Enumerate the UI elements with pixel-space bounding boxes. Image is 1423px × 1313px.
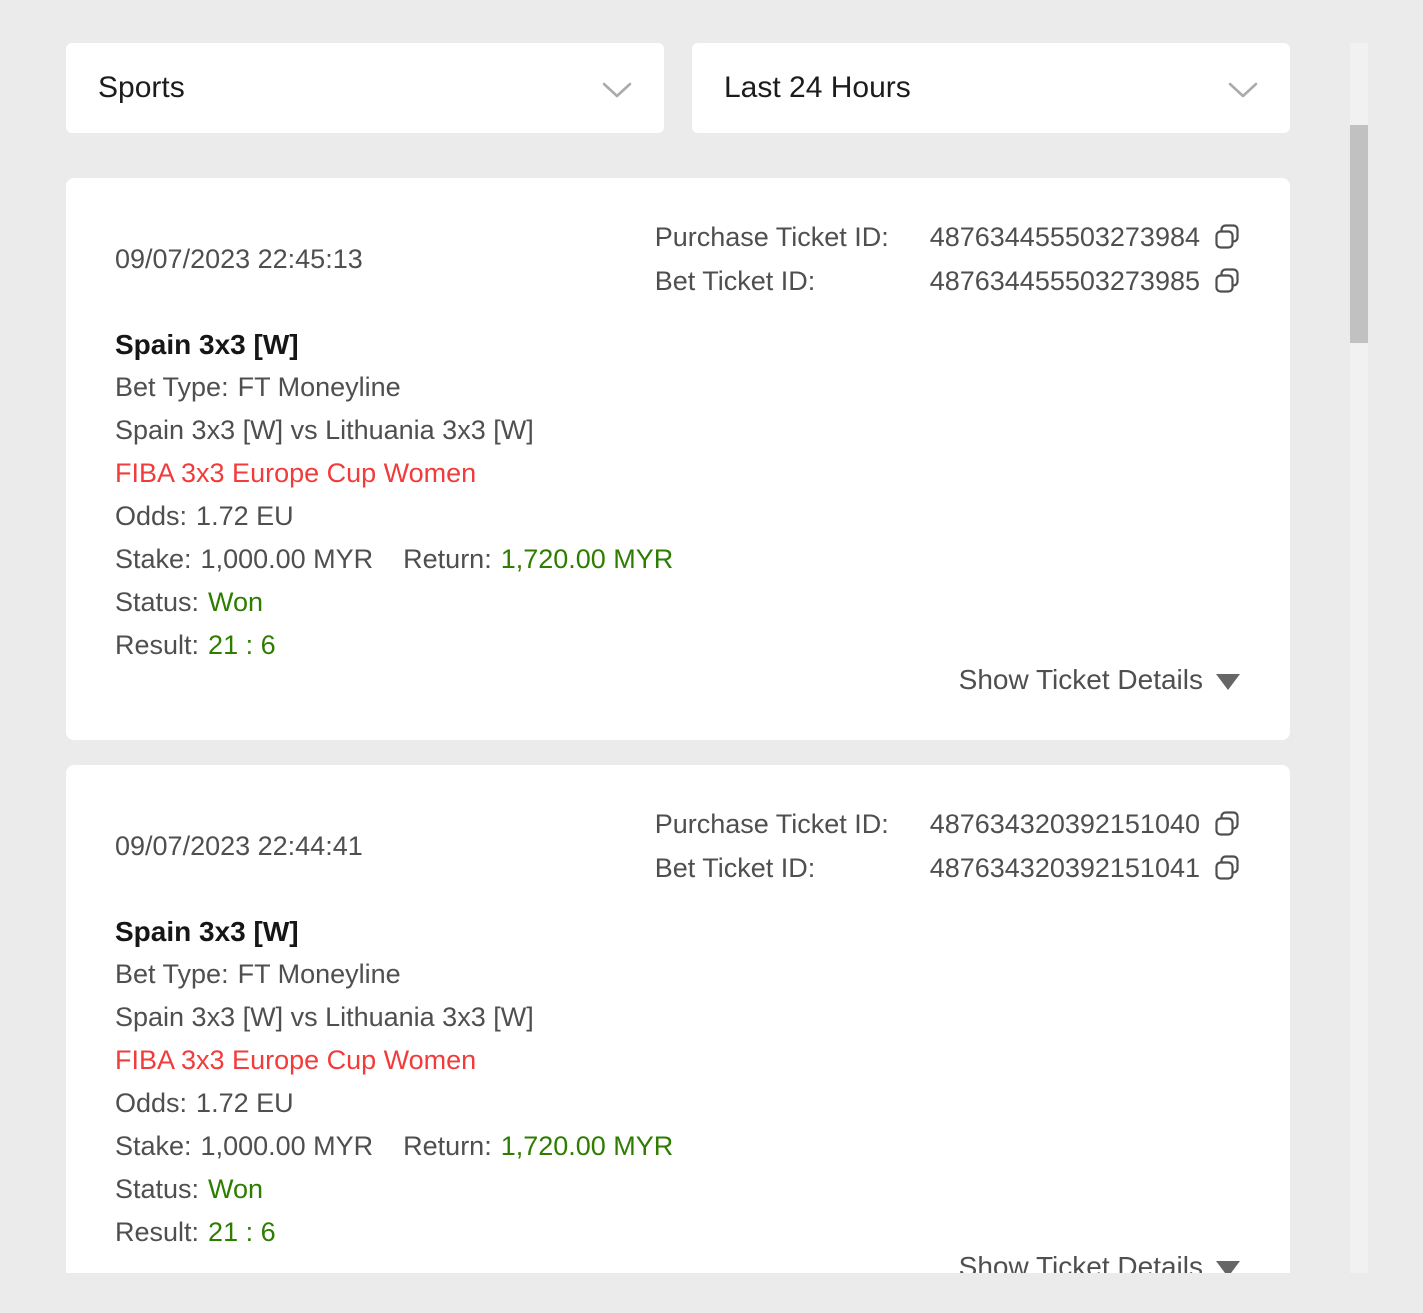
match-line: Spain 3x3 [W] vs Lithuania 3x3 [W] <box>115 1002 534 1032</box>
chevron-down-icon <box>602 82 632 98</box>
odds-label: Odds: <box>115 1088 188 1118</box>
copy-icon <box>1215 811 1239 836</box>
triangle-down-icon <box>1216 673 1240 690</box>
ticket-ids: Purchase Ticket ID: 487634320392151040 B… <box>655 809 1240 883</box>
result-line: Result: 21 : 6 <box>115 624 1240 667</box>
sport-filter-label: Sports <box>98 71 185 104</box>
bet-type-label: Bet Type: <box>115 959 229 989</box>
copy-bet-id-button[interactable] <box>1214 268 1240 294</box>
result-value: 21 : 6 <box>208 1217 276 1247</box>
return-value: 1,720.00 MYR <box>500 544 674 574</box>
ticket-header: 09/07/2023 22:44:41 Purchase Ticket ID: … <box>115 809 1240 883</box>
chevron-down-icon <box>1228 82 1258 98</box>
filter-row: Sports Last 24 Hours <box>66 43 1290 133</box>
stake-label: Stake: <box>115 544 192 574</box>
status-line: Status: Won <box>115 1168 1240 1211</box>
status-value: Won <box>208 587 264 617</box>
bet-ticket-id-label: Bet Ticket ID: <box>654 853 816 883</box>
show-ticket-details-button[interactable]: Show Ticket Details <box>959 664 1240 696</box>
status-line: Status: Won <box>115 581 1240 624</box>
bet-ticket-card: 09/07/2023 22:44:41 Purchase Ticket ID: … <box>66 765 1290 1273</box>
ticket-datetime: 09/07/2023 22:45:13 <box>115 243 363 274</box>
stake-return-line: Stake: 1,000.00 MYR Return: 1,720.00 MYR <box>115 538 1240 581</box>
purchase-ticket-id-label: Purchase Ticket ID: <box>654 222 889 252</box>
return-label: Return: <box>403 1131 492 1161</box>
status-value: Won <box>208 1174 264 1204</box>
ticket-header: 09/07/2023 22:45:13 Purchase Ticket ID: … <box>115 222 1240 296</box>
odds-value: 1.72 EU <box>196 1088 294 1118</box>
ticket-body: Spain 3x3 [W] Bet Type: FT Moneyline Spai… <box>115 910 1240 1254</box>
result-label: Result: <box>115 630 200 660</box>
bet-type-value: FT Moneyline <box>237 372 401 402</box>
ticket-title: Spain 3x3 [W] <box>115 916 299 947</box>
bet-type-line: Bet Type: FT Moneyline <box>115 366 1240 409</box>
scrollbar-track[interactable] <box>1350 43 1368 1273</box>
bet-type-value: FT Moneyline <box>237 959 401 989</box>
triangle-down-icon <box>1216 1260 1240 1273</box>
copy-icon <box>1215 224 1239 249</box>
league-line: FIBA 3x3 Europe Cup Women <box>115 458 477 488</box>
ticket-body: Spain 3x3 [W] Bet Type: FT Moneyline Spai… <box>115 323 1240 667</box>
bet-ticket-id-label: Bet Ticket ID: <box>654 266 816 296</box>
return-value: 1,720.00 MYR <box>500 1131 674 1161</box>
copy-icon <box>1215 855 1239 880</box>
odds-value: 1.72 EU <box>196 501 294 531</box>
result-label: Result: <box>115 1217 200 1247</box>
copy-purchase-id-button[interactable] <box>1214 224 1240 250</box>
league-line: FIBA 3x3 Europe Cup Women <box>115 1045 477 1075</box>
return-label: Return: <box>403 544 492 574</box>
time-filter-dropdown[interactable]: Last 24 Hours <box>692 43 1290 133</box>
purchase-ticket-id-value: 487634320392151040 <box>929 809 1200 839</box>
odds-line: Odds: 1.72 EU <box>115 495 1240 538</box>
status-label: Status: <box>115 587 200 617</box>
odds-line: Odds: 1.72 EU <box>115 1082 1240 1125</box>
copy-purchase-id-button[interactable] <box>1214 811 1240 837</box>
bet-type-line: Bet Type: FT Moneyline <box>115 953 1240 996</box>
bet-type-label: Bet Type: <box>115 372 229 402</box>
stake-return-line: Stake: 1,000.00 MYR Return: 1,720.00 MYR <box>115 1125 1240 1168</box>
result-line: Result: 21 : 6 <box>115 1211 1240 1254</box>
show-ticket-details-button[interactable]: Show Ticket Details <box>959 1251 1240 1273</box>
purchase-ticket-id-value: 487634455503273984 <box>929 222 1200 252</box>
ticket-datetime: 09/07/2023 22:44:41 <box>115 830 363 861</box>
show-ticket-details-label: Show Ticket Details <box>958 664 1203 695</box>
status-label: Status: <box>115 1174 200 1204</box>
stake-value: 1,000.00 MYR <box>200 1131 374 1161</box>
odds-label: Odds: <box>115 501 188 531</box>
match-line: Spain 3x3 [W] vs Lithuania 3x3 [W] <box>115 415 534 445</box>
bet-history-viewport: Sports Last 24 Hours 09/07/2023 22:45:13… <box>66 43 1290 1273</box>
stake-value: 1,000.00 MYR <box>200 544 374 574</box>
ticket-title: Spain 3x3 [W] <box>115 329 299 360</box>
ticket-ids: Purchase Ticket ID: 487634455503273984 B… <box>655 222 1240 296</box>
scrollbar-thumb[interactable] <box>1350 125 1368 343</box>
show-ticket-details-label: Show Ticket Details <box>958 1251 1203 1273</box>
bet-ticket-card: 09/07/2023 22:45:13 Purchase Ticket ID: … <box>66 178 1290 740</box>
stake-label: Stake: <box>115 1131 192 1161</box>
sport-filter-dropdown[interactable]: Sports <box>66 43 664 133</box>
bet-ticket-id-value: 487634320392151041 <box>929 853 1200 883</box>
result-value: 21 : 6 <box>208 630 276 660</box>
time-filter-label: Last 24 Hours <box>724 71 911 104</box>
purchase-ticket-id-label: Purchase Ticket ID: <box>654 809 889 839</box>
copy-icon <box>1215 268 1239 293</box>
copy-bet-id-button[interactable] <box>1214 855 1240 881</box>
bet-ticket-id-value: 487634455503273985 <box>929 266 1200 296</box>
